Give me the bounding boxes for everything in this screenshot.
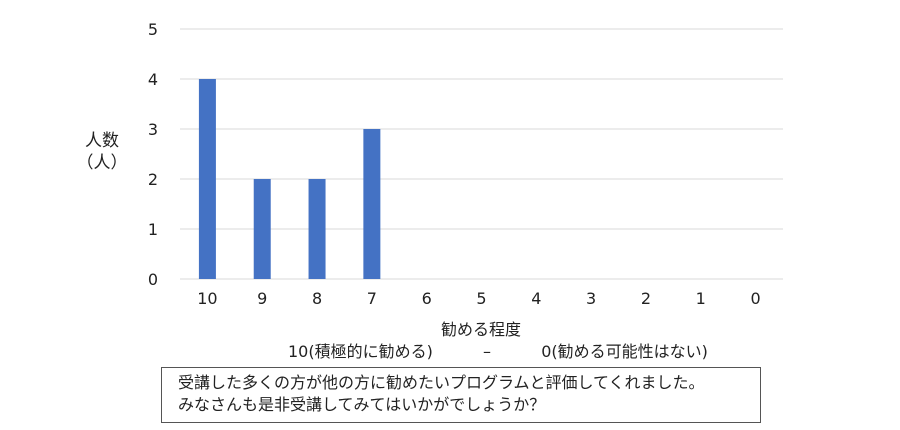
x-tick-label: 3 — [586, 289, 596, 308]
x-tick-label: 1 — [696, 289, 706, 308]
x-tick-label: 4 — [531, 289, 541, 308]
y-tick-label: 0 — [148, 270, 158, 289]
x-tick-label: 9 — [257, 289, 267, 308]
y-tick-label: 4 — [148, 70, 158, 89]
x-tick-label: 8 — [312, 289, 322, 308]
y-tick-label: 5 — [148, 20, 158, 39]
x-axis-scale-description: 10(積極的に勧める) – 0(勧める可能性はない) — [288, 338, 708, 362]
y-axis-title: 人数 — [85, 131, 119, 151]
bar — [308, 179, 326, 279]
x-axis-scale-right: 0(勧める可能性はない) — [541, 342, 708, 361]
x-tick-label: 0 — [750, 289, 760, 308]
x-tick-label: 2 — [641, 289, 651, 308]
y-axis-label: 人数 （人） — [72, 130, 132, 174]
x-tick-label: 6 — [422, 289, 432, 308]
bar — [253, 179, 271, 279]
bar — [198, 79, 216, 279]
x-tick-label: 7 — [367, 289, 377, 308]
y-tick-label: 1 — [148, 220, 158, 239]
x-tick-label: 5 — [476, 289, 486, 308]
comment-line-1: 受講した多くの方が他の方に勧めたいプログラムと評価してくれました。 — [178, 373, 705, 392]
bar — [363, 129, 381, 279]
comment-line-2: みなさんも是非受講してみてはいかがでしょうか？ — [178, 395, 546, 414]
x-tick-label: 10 — [197, 289, 217, 308]
y-axis-unit: （人） — [76, 153, 128, 173]
x-axis-scale-dash: – — [483, 342, 492, 361]
x-axis-scale-left: 10(積極的に勧める) — [288, 342, 433, 361]
y-tick-label: 2 — [148, 170, 158, 189]
y-tick-label: 3 — [148, 120, 158, 139]
comment-box: 受講した多くの方が他の方に勧めたいプログラムと評価してくれました。 みなさんも是… — [161, 367, 761, 423]
x-axis-title: 勧める程度 — [441, 320, 522, 339]
